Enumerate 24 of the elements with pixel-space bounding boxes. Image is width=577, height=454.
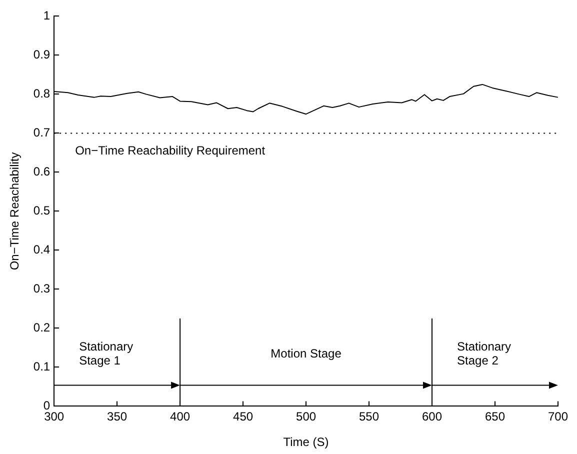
y-tick-label: 0.9 — [33, 48, 50, 62]
y-tick-label: 0.5 — [33, 204, 50, 218]
annotation: Stationary Stage 1 — [79, 340, 134, 368]
y-tick-label: 0.2 — [33, 320, 50, 335]
x-tick-label: 400 — [170, 410, 190, 424]
x-tick-label: 600 — [422, 410, 442, 424]
y-tick-label: 0.4 — [33, 242, 50, 257]
y-tick-label: 1 — [43, 8, 50, 23]
ref-line-label: On−Time Reachability Requirement — [75, 144, 266, 158]
x-tick-label: 700 — [548, 410, 568, 424]
annotation: Stationary Stage 2 — [457, 340, 512, 368]
y-tick-label: 0.3 — [33, 282, 50, 296]
y-tick-label: 0.8 — [33, 86, 50, 101]
y-tick-label: 0.6 — [33, 164, 50, 179]
y-tick-label: 0.7 — [33, 126, 50, 140]
x-tick-label: 350 — [107, 410, 128, 424]
annotation: Motion Stage — [270, 346, 342, 361]
x-axis-title: Time (S) — [283, 435, 329, 450]
x-tick-label: 650 — [484, 410, 506, 424]
y-axis-title: On−Time Reachability — [8, 152, 22, 270]
x-tick-label: 550 — [359, 410, 380, 424]
x-tick-label: 500 — [296, 410, 316, 424]
x-tick-label: 450 — [233, 410, 254, 424]
y-tick-label: 0.1 — [33, 360, 50, 374]
